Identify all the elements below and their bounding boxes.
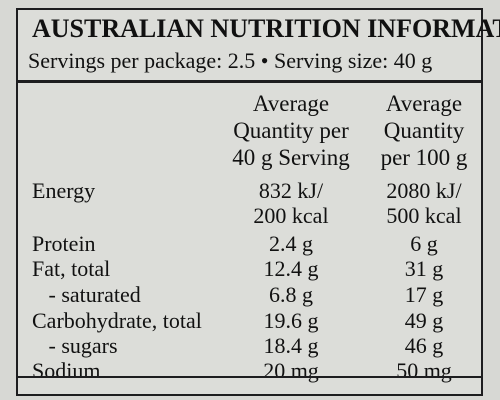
protein-per-serving: 2.4 g	[269, 231, 313, 256]
value-line: 2080 kJ/	[386, 178, 462, 203]
row-label-fat-total: Fat, total	[32, 256, 111, 281]
bottom-divider	[18, 376, 481, 378]
row-label-carbohydrate-total: Carbohydrate, total	[32, 308, 202, 333]
column-header-line: Quantity	[383, 118, 465, 143]
row-label-sodium: Sodium	[32, 358, 101, 383]
column-header-per-100g: Average Quantity per 100 g	[368, 90, 480, 171]
title-divider	[18, 80, 481, 83]
fat-total-per-serving: 12.4 g	[263, 256, 319, 281]
fat-total-per-100g: 31 g	[404, 256, 444, 281]
row-label-energy: Energy	[32, 178, 96, 203]
saturated-per-100g: 17 g	[404, 282, 444, 307]
saturated-per-serving: 6.8 g	[269, 282, 313, 307]
sugars-per-serving: 18.4 g	[263, 333, 319, 358]
panel-title: AUSTRALIAN NUTRITION INFORMATION	[32, 14, 500, 43]
carbohydrate-per-serving: 19.6 g	[263, 308, 319, 333]
row-label-saturated: - saturated	[32, 282, 141, 307]
row-label-protein: Protein	[32, 231, 96, 256]
row-label-sugars: - sugars	[32, 333, 118, 358]
column-header-line: Average	[385, 91, 463, 116]
value-line: 500 kcal	[386, 203, 462, 228]
column-header-line: Quantity per	[233, 118, 349, 143]
column-header-line: Average	[252, 91, 330, 116]
energy-per-serving: 832 kJ/ 200 kcal	[210, 178, 372, 228]
nutrition-table-frame: AUSTRALIAN NUTRITION INFORMATION Serving…	[16, 8, 500, 396]
column-header-line: 40 g Serving	[232, 145, 350, 170]
column-header-line: per 100 g	[380, 145, 468, 170]
servings-info: Servings per package: 2.5 • Serving size…	[28, 48, 433, 73]
carbohydrate-per-100g: 49 g	[404, 308, 444, 333]
sodium-per-serving: 20 mg	[263, 358, 319, 383]
sodium-per-100g: 50 mg	[396, 358, 452, 383]
protein-per-100g: 6 g	[410, 231, 438, 256]
column-header-per-serving: Average Quantity per 40 g Serving	[210, 90, 372, 171]
value-line: 200 kcal	[253, 203, 329, 228]
value-line: 832 kJ/	[258, 178, 324, 203]
sugars-per-100g: 46 g	[404, 333, 444, 358]
energy-per-100g: 2080 kJ/ 500 kcal	[368, 178, 480, 228]
